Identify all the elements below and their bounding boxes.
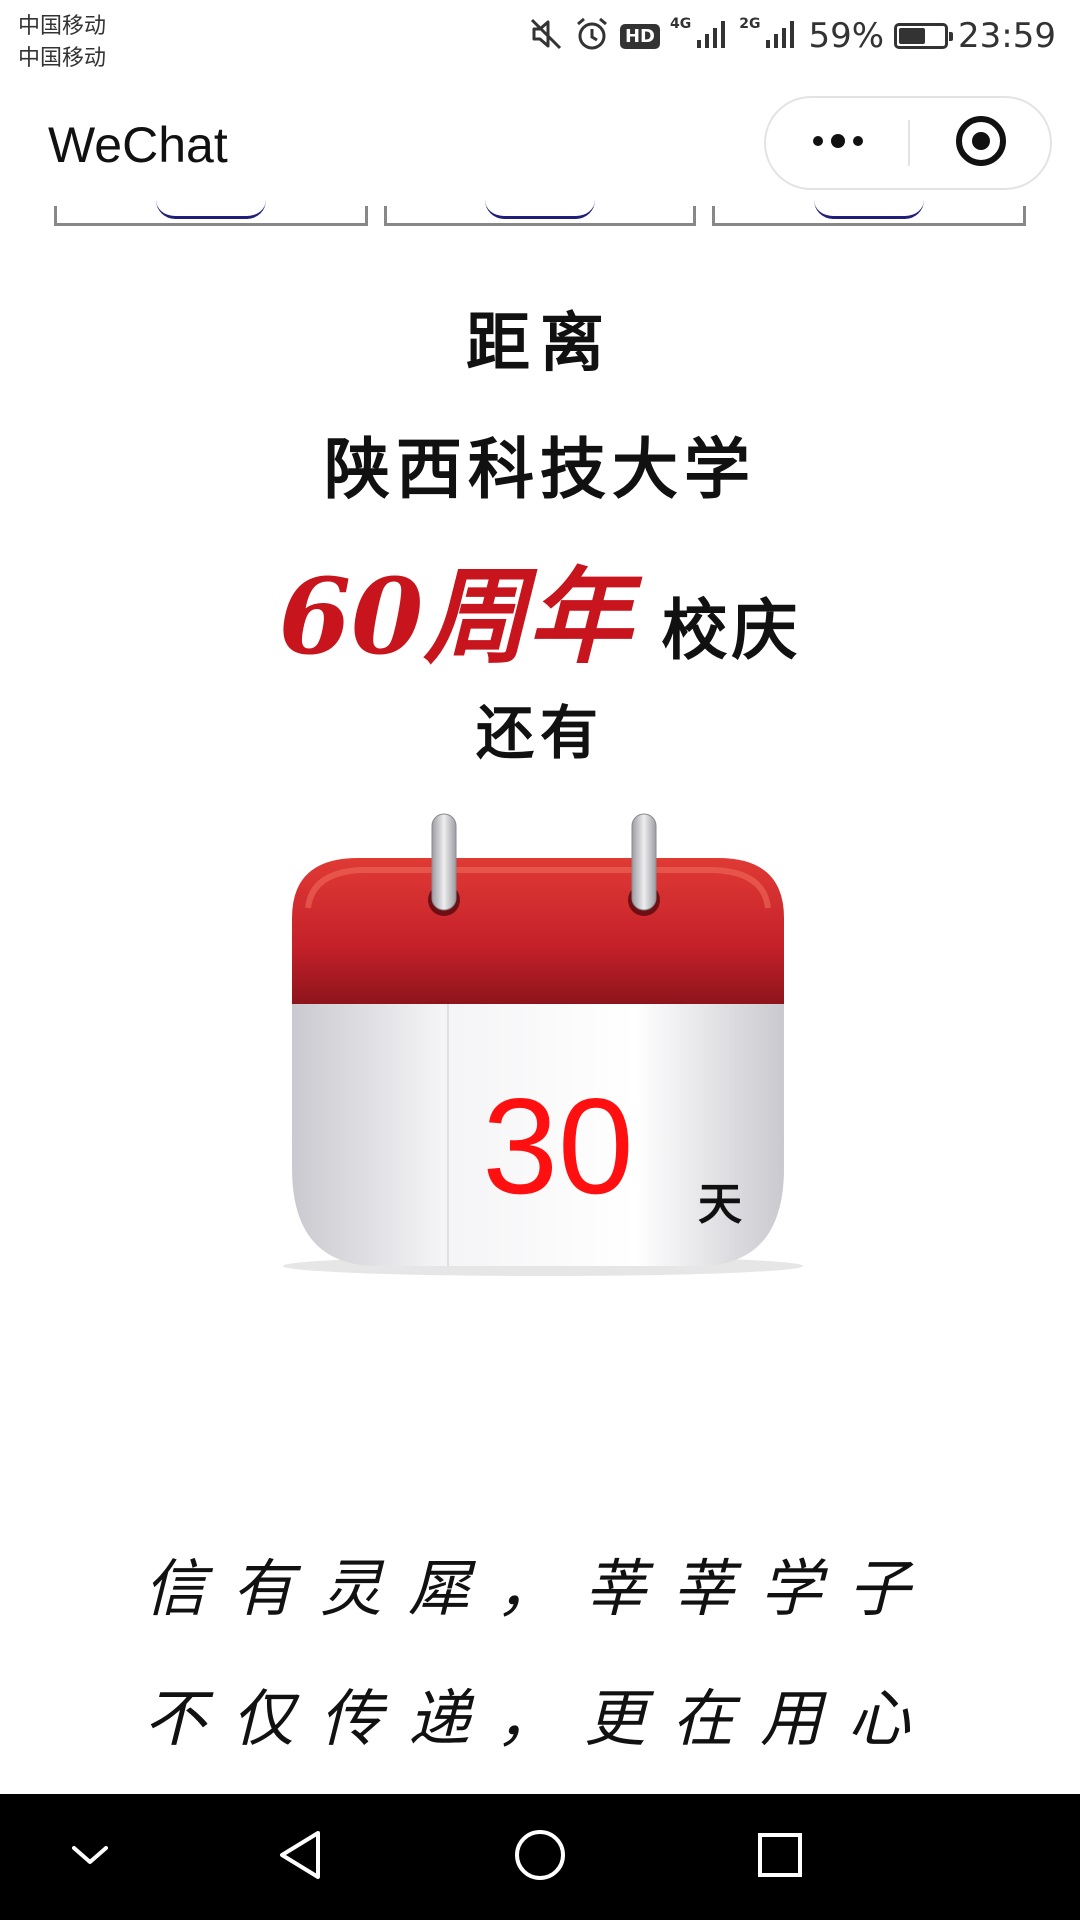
back-button[interactable] <box>260 1822 340 1892</box>
status-icons: HD 4G 2G 59% 23:59 <box>528 14 1056 58</box>
anniversary-highlight: 60周年 <box>278 555 632 678</box>
chevron-down-icon <box>68 1840 112 1874</box>
status-bar: 中国移动 中国移动 HD 4G 2G 59% 23:59 <box>0 0 1080 80</box>
back-triangle-icon <box>274 1827 326 1887</box>
alarm-icon <box>574 16 610 56</box>
recents-button[interactable] <box>740 1822 820 1892</box>
tab-arc-decoration <box>485 200 595 219</box>
wechat-nav-bar: WeChat <box>0 80 1080 210</box>
recents-square-icon <box>755 1830 805 1884</box>
headline-line-1: 距离 <box>466 306 614 381</box>
signal-icon <box>695 18 729 54</box>
more-dots-icon <box>808 131 868 155</box>
headline-university: 陕西科技大学 <box>324 430 756 508</box>
mute-icon <box>528 16 564 56</box>
system-nav-bar <box>0 1794 1080 1920</box>
clock: 23:59 <box>958 16 1056 56</box>
tab-card-1[interactable] <box>54 206 368 226</box>
close-miniprogram-button[interactable] <box>909 98 1052 188</box>
signal-icon <box>764 18 798 54</box>
home-button[interactable] <box>500 1822 580 1892</box>
calendar-icon <box>283 813 803 1276</box>
headline-anniversary: 60周年 校庆 <box>0 532 1080 678</box>
battery-percent: 59% <box>808 16 885 56</box>
tab-card-3[interactable] <box>712 206 1026 226</box>
carrier-label-1: 中国移动 <box>18 14 107 39</box>
network-label-1: 4G <box>669 16 692 32</box>
anniversary-suffix: 校庆 <box>661 591 802 669</box>
top-tab-strip <box>54 206 1026 228</box>
capsule-divider <box>908 120 910 166</box>
countdown-days: 30 <box>482 1070 634 1222</box>
home-circle-icon <box>512 1827 568 1887</box>
menu-capsule <box>764 96 1052 190</box>
tab-arc-decoration <box>156 200 266 219</box>
hide-keyboard-button[interactable] <box>50 1822 130 1892</box>
tab-card-2[interactable] <box>384 206 696 226</box>
carrier-label-2: 中国移动 <box>18 46 107 71</box>
battery-level <box>899 28 925 44</box>
battery-icon <box>894 23 954 49</box>
slogan-line-2: 不仅传递，更在用心 <box>143 1682 936 1755</box>
hd-icon: HD <box>619 23 660 49</box>
more-button[interactable] <box>766 98 909 188</box>
slogan-line-1: 信有灵犀，莘莘学子 <box>143 1552 936 1625</box>
target-close-icon <box>954 114 1008 172</box>
page-title: WeChat <box>48 117 228 173</box>
headline-line-4: 还有 <box>475 699 604 767</box>
countdown-calendar: 30 天 <box>268 808 808 1278</box>
network-label-2: 2G <box>739 16 761 32</box>
tab-arc-decoration <box>814 200 924 219</box>
countdown-unit: 天 <box>698 1179 742 1230</box>
